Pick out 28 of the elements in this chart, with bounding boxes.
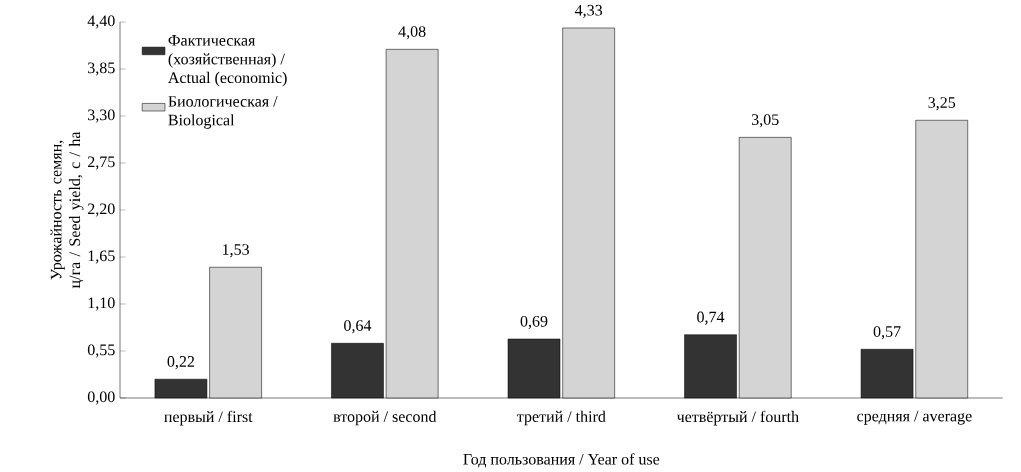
y-tick-label: 4,40 bbox=[87, 15, 115, 29]
data-label: 0,64 bbox=[344, 320, 372, 334]
x-tick-label: третий / third bbox=[517, 410, 606, 426]
y-axis-title: Урожайность семян, ц/га / Seed yield, c / ha bbox=[50, 131, 84, 289]
y-tick-label: 3,30 bbox=[88, 109, 115, 123]
y-tick-label: 2,75 bbox=[88, 156, 115, 170]
data-label: 4,33 bbox=[574, 4, 603, 18]
data-label: 0,22 bbox=[167, 356, 195, 370]
y-tick-label: 0,00 bbox=[87, 391, 115, 405]
data-label: 4,08 bbox=[398, 26, 426, 40]
y-tick-label: 0,55 bbox=[87, 344, 115, 358]
x-tick-label: первый / first bbox=[164, 410, 253, 426]
x-tick-label: второй / second bbox=[333, 410, 437, 426]
x-tick-label: средняя / average bbox=[857, 410, 972, 425]
data-label: 3,05 bbox=[751, 114, 779, 128]
data-label: 3,25 bbox=[928, 97, 956, 111]
legend-label: Фактическая (хозяйственная) / Actual (economic) bbox=[168, 35, 287, 87]
y-tick-label: 1,10 bbox=[88, 297, 115, 311]
data-label: 0,69 bbox=[520, 315, 548, 329]
data-label: 0,74 bbox=[697, 311, 725, 325]
x-axis-title: Год пользования / Year of use bbox=[463, 453, 660, 468]
data-label: 1,53 bbox=[223, 244, 249, 258]
legend-label: Биологическая / Biological bbox=[168, 96, 278, 129]
x-tick-label: четвёртый / fourth bbox=[676, 410, 799, 426]
y-tick-label: 2,20 bbox=[88, 203, 115, 217]
y-tick-label: 3,85 bbox=[88, 62, 115, 76]
data-label: 0,57 bbox=[873, 326, 901, 340]
y-tick-label: 1,65 bbox=[88, 250, 115, 264]
